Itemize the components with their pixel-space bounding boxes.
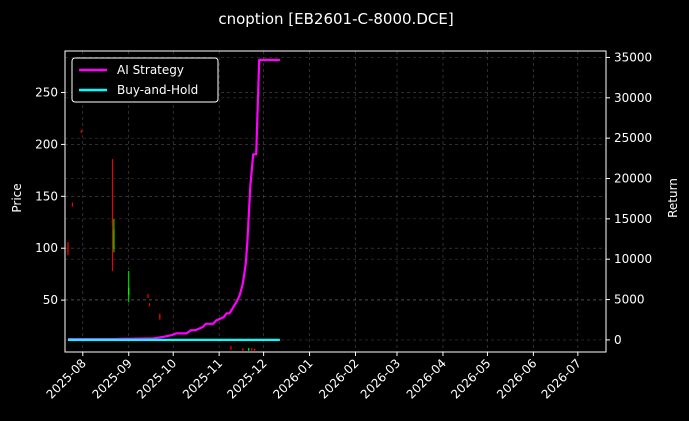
y-tick-label: 200	[35, 137, 58, 151]
x-tick-label: 2025-12	[224, 356, 269, 401]
candle-body	[254, 348, 256, 350]
axes: 2025-08 2025-09 2025-10 2025-11 2025-12 2026-…	[35, 50, 652, 401]
candle-body	[159, 314, 161, 319]
candle-body	[67, 243, 69, 254]
candle-body	[242, 348, 244, 350]
candle-body	[148, 304, 151, 306]
y-tick-label: 100	[35, 241, 58, 255]
x-tick-label: 2026-01	[270, 356, 315, 401]
y2-axis-label: Return	[666, 178, 680, 218]
x-tick-label: 2025-08	[44, 356, 89, 401]
candle-body	[80, 130, 82, 132]
candle-body	[71, 203, 74, 206]
candle-body	[128, 287, 130, 295]
y2-tick-label: 20000	[614, 172, 652, 186]
candle-body	[147, 294, 149, 297]
y2-tick-label: 10000	[614, 252, 652, 266]
y2-tick-label: 30000	[614, 91, 652, 105]
candle-body	[248, 348, 250, 350]
x-tick-label: 2026-02	[316, 356, 361, 401]
x-tick-label: 2025-09	[90, 356, 135, 401]
y-axis-label: Price	[10, 183, 24, 212]
y2-tick-label: 0	[614, 333, 622, 347]
y2-tick-label: 5000	[614, 293, 645, 307]
x-tick-label: 2026-07	[539, 356, 584, 401]
x-tick-label: 2026-04	[404, 356, 449, 401]
x-tick-label: 2025-11	[180, 356, 225, 401]
plot-frame	[64, 50, 607, 353]
candle-body	[251, 348, 253, 350]
y2-tick-label: 15000	[614, 212, 652, 226]
y-tick-label: 150	[35, 189, 58, 203]
y2-tick-label: 35000	[614, 50, 652, 64]
x-tick-label: 2026-05	[448, 356, 493, 401]
x-tick-label: 2025-10	[134, 356, 179, 401]
legend-label-ai-strategy: AI Strategy	[117, 63, 184, 77]
series-line-ai-strategy	[68, 58, 280, 341]
chart-title: cnoption [EB2601-C-8000.DCE]	[218, 10, 453, 28]
candle-body	[230, 346, 232, 349]
x-tick-label: 2026-03	[358, 356, 403, 401]
legend-label-buy-and-hold: Buy-and-Hold	[117, 83, 198, 97]
y-tick-label: 50	[43, 293, 58, 307]
y-tick-label: 250	[35, 86, 58, 100]
candle-body	[111, 217, 114, 226]
candle-body	[113, 229, 115, 249]
legend-box	[71, 57, 219, 103]
series-lines	[68, 58, 280, 341]
grid	[65, 51, 606, 352]
legend: AI Strategy Buy-and-Hold	[71, 57, 219, 103]
candlesticks	[67, 129, 256, 351]
y2-tick-label: 25000	[614, 131, 652, 145]
x-tick-label: 2026-06	[494, 356, 539, 401]
